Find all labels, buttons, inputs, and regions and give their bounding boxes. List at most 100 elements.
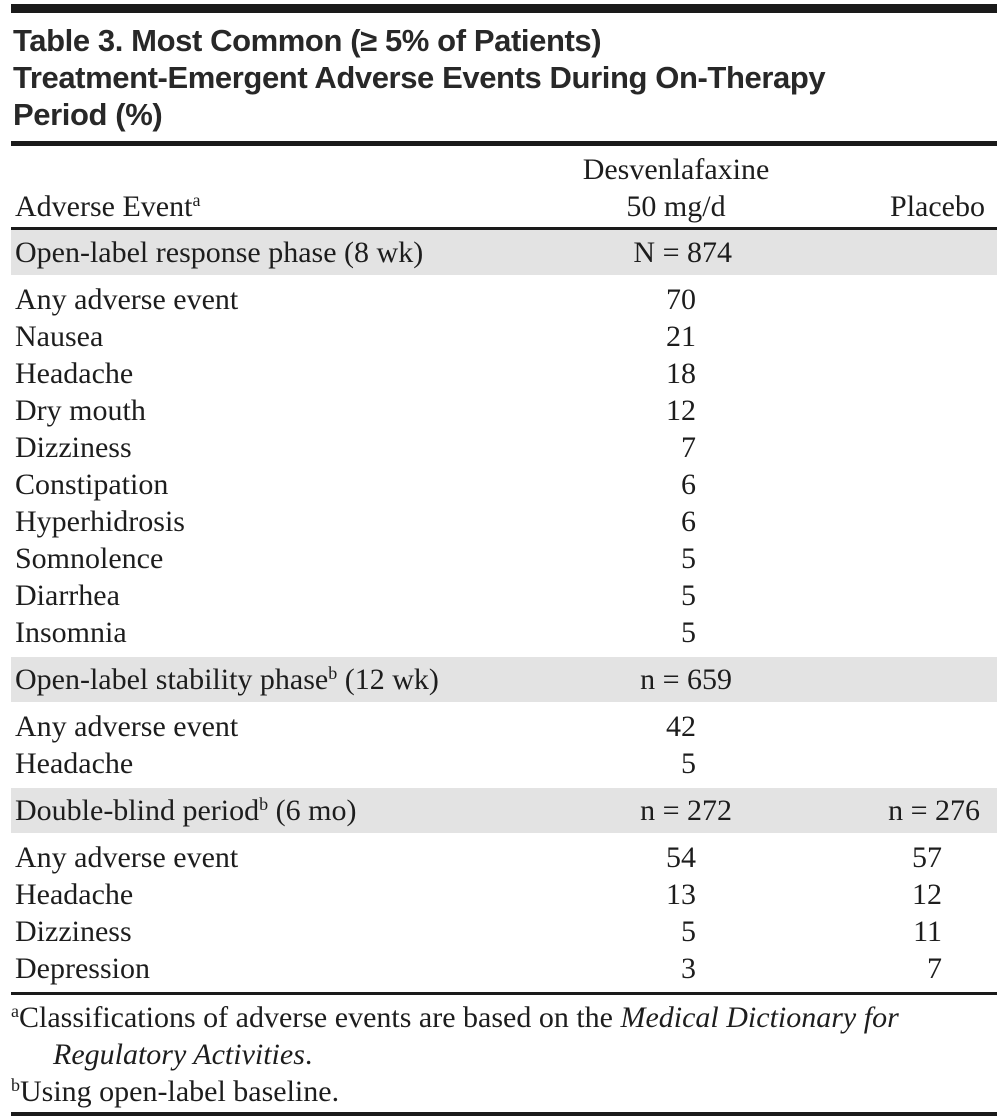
placebo-value [771,355,997,392]
drug-header-line-1: Desvenlafaxine [582,153,770,186]
adverse-event-label: Dizziness [15,915,132,948]
footnote-rule [11,992,997,995]
drug-value: 7 [681,431,696,464]
section-label: Open-label stability phaseb (12 wk) [15,663,439,696]
adverse-event-label: Depression [15,952,150,985]
drug-value: 5 [681,915,696,948]
adverse-event-label: Any adverse event [15,283,239,316]
adverse-event-label: Headache [15,357,134,390]
table-body: Open-label response phase (8 wk) N = 874 A… [11,230,997,987]
section-label-superscript: b [259,794,269,815]
footnote-text: . [304,1038,313,1071]
column-header-desvenlafaxine: Desvenlafaxine 50 mg/d [531,151,771,225]
adverse-event-label: Constipation [15,468,169,501]
table-row: Nausea 21 [11,318,997,355]
adverse-event-header-superscript: a [192,190,201,211]
footnote: aClassifications of adverse events are b… [11,999,997,1073]
section-label: Open-label response phase (8 wk) [15,236,424,269]
table-title-line-1: Table 3. Most Common (≥ 5% of Patients) [13,23,602,58]
table-row: Hyperhidrosis 6 [11,503,997,540]
footnote-marker: b [11,1075,20,1096]
section-label: Double-blind periodb (6 mo) [15,794,357,827]
adverse-event-label: Nausea [15,320,104,353]
table-row: Dry mouth 12 [11,392,997,429]
placebo-value: 57 [912,841,942,874]
placebo-value: 12 [912,878,942,911]
table-row: Any adverse event 70 [11,281,997,318]
placebo-value [771,503,997,540]
title-rule [11,141,997,146]
section-header-row: Open-label stability phaseb (12 wk) n = 6… [11,657,997,702]
drug-value: 13 [666,878,696,911]
table-row: Constipation 6 [11,466,997,503]
adverse-event-label: Dizziness [15,431,132,464]
placebo-value [771,577,997,614]
drug-n-label: n = 659 [640,663,732,696]
table-row: Any adverse event 42 [11,708,997,745]
placebo-value [771,745,997,782]
table-title-line-3: Period (%) [13,97,163,132]
footnote-text: Classifications of adverse events are ba… [19,1001,621,1034]
adverse-event-label: Insomnia [15,616,127,649]
placebo-value [771,466,997,503]
column-header-adverse-event: Adverse Eventa [11,188,531,225]
placebo-n-label: n = 276 [888,794,980,827]
column-header-placebo: Placebo [890,190,985,223]
footnotes: aClassifications of adverse events are b… [11,999,997,1110]
drug-value: 70 [666,283,696,316]
placebo-value [771,708,997,745]
drug-value: 42 [666,710,696,743]
placebo-value: 11 [913,915,942,948]
drug-value: 54 [666,841,696,874]
placebo-value [771,281,997,318]
adverse-event-label: Dry mouth [15,394,146,427]
drug-value: 5 [681,747,696,780]
adverse-event-label: Any adverse event [15,710,239,743]
drug-value: 6 [681,468,696,501]
section-header-row: Double-blind periodb (6 mo) n = 272 n = 27… [11,788,997,833]
placebo-value [771,429,997,466]
drug-value: 6 [681,505,696,538]
placebo-value: 7 [927,952,942,985]
table-row: Headache 13 12 [11,876,997,913]
table-title: Table 3. Most Common (≥ 5% of Patients) … [11,22,997,133]
drug-n-label: n = 272 [640,794,732,827]
footnote: bUsing open-label baseline. [11,1073,997,1110]
top-divider-bar [11,4,997,13]
header-rule [11,227,997,230]
adverse-event-label: Any adverse event [15,841,239,874]
adverse-event-header-label: Adverse Event [15,190,193,223]
drug-value: 21 [666,320,696,353]
drug-value: 3 [681,952,696,985]
drug-value: 5 [681,579,696,612]
table-title-line-2: Treatment-Emergent Adverse Events During… [13,60,826,95]
adverse-event-label: Diarrhea [15,579,120,612]
adverse-event-label: Headache [15,747,134,780]
footnote-marker: a [11,1001,19,1022]
table-row: Somnolence 5 [11,540,997,577]
table-header-row: Adverse Eventa Desvenlafaxine 50 mg/d Pl… [11,146,997,227]
drug-value: 5 [681,542,696,575]
table-row: Depression 3 7 [11,950,997,987]
drug-value: 5 [681,616,696,649]
drug-header-line-2: 50 mg/d [626,190,726,223]
table-row: Any adverse event 54 57 [11,839,997,876]
drug-value: 12 [666,394,696,427]
adverse-event-label: Headache [15,878,134,911]
placebo-value [771,392,997,429]
table-row: Diarrhea 5 [11,577,997,614]
footnote-text: Using open-label baseline. [20,1075,340,1108]
placebo-n-label [771,657,997,702]
section-label-superscript: b [328,663,338,684]
footnote-text-italic: Medical Dictionary for Regulatory Activi… [53,1001,899,1071]
bottom-divider-bar [11,1112,997,1116]
table-row: Headache 18 [11,355,997,392]
section-header-row: Open-label response phase (8 wk) N = 874 [11,230,997,275]
placebo-value [771,614,997,651]
table-row: Dizziness 7 [11,429,997,466]
drug-n-label: N = 874 [633,236,732,269]
placebo-n-label [771,230,997,275]
placebo-value [771,318,997,355]
adverse-event-label: Hyperhidrosis [15,505,185,538]
